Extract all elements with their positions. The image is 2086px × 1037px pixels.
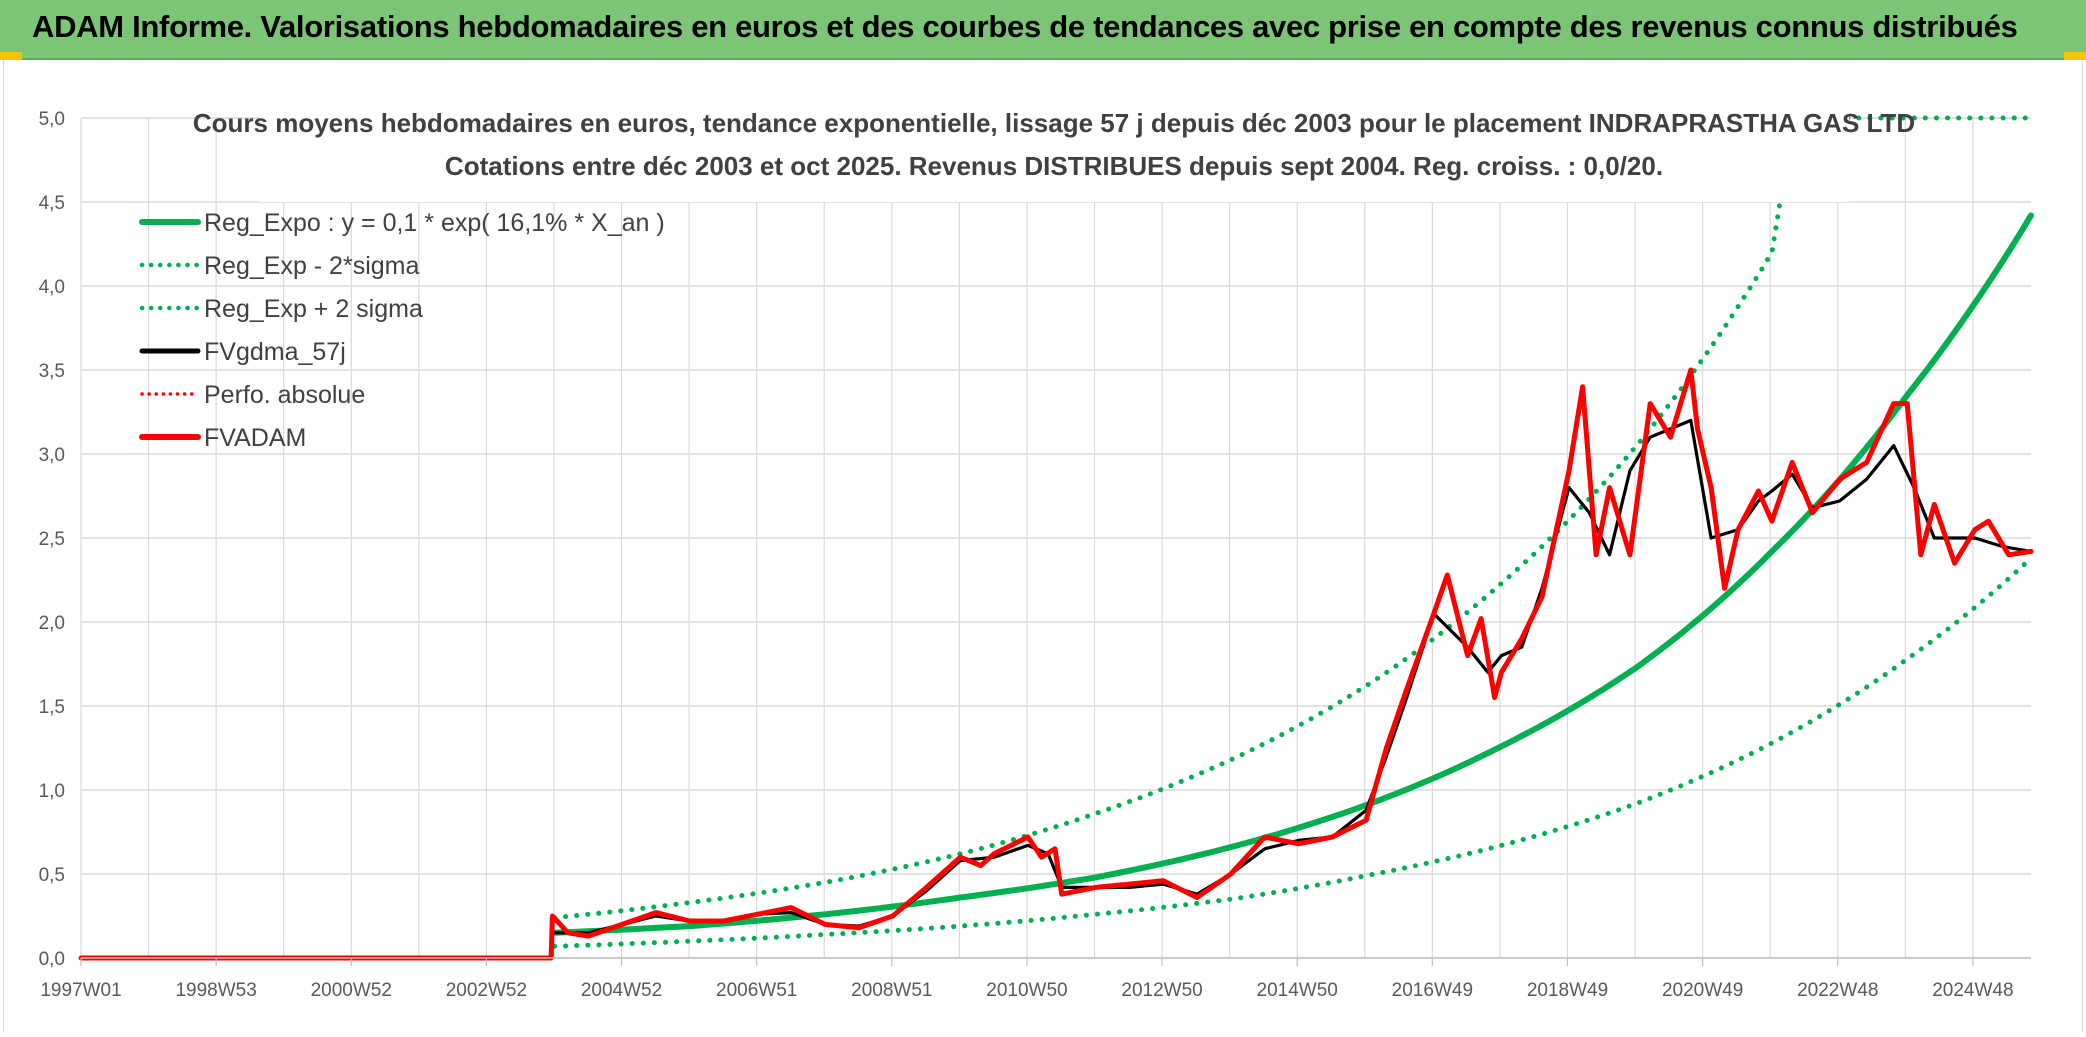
x-tick-label: 2002W52	[446, 980, 527, 1001]
legend-lower-band-label: Reg_Exp - 2*sigma	[204, 252, 419, 280]
y-tick-label: 4,5	[39, 193, 65, 214]
x-tick-label: 2004W52	[581, 980, 662, 1001]
corner-mark-left	[0, 52, 22, 60]
y-tick-label: 1,5	[39, 697, 65, 718]
legend-perfo-absolue-label: Perfo. absolue	[204, 381, 365, 409]
moving-average-line	[549, 418, 2033, 935]
x-tick-label: 2024W48	[1932, 980, 2013, 1001]
y-tick-label: 4,0	[39, 277, 65, 298]
legend-regression-label: Reg_Expo : y = 0,1 * exp( 16,1% * X_an )	[204, 209, 665, 237]
legend-moving-average-label: FVgdma_57j	[204, 338, 346, 366]
chart-title: Cours moyens hebdomadaires en euros, ten…	[193, 108, 1915, 138]
x-tick-label: 2008W51	[851, 980, 932, 1001]
x-tick-label: 2010W50	[986, 980, 1067, 1001]
y-tick-label: 3,0	[39, 445, 65, 466]
x-tick-label: 2022W48	[1797, 980, 1878, 1001]
chart-area: 0,0 0,5 1,0 1,5 2,0 2,5 3,0 3,5 4,0 4,5 5,0 1997W01…	[3, 60, 2083, 1032]
y-tick-label: 2,5	[39, 529, 65, 550]
series-layer	[78, 115, 2034, 961]
x-tick-label: 2020W49	[1662, 980, 1743, 1001]
title-background	[259, 100, 1849, 202]
header-bar: ADAM Informe. Valorisations hebdomadaire…	[0, 0, 2086, 60]
x-tick-label: 1998W53	[175, 980, 256, 1001]
y-tick-label: 3,5	[39, 361, 65, 382]
chart: 0,0 0,5 1,0 1,5 2,0 2,5 3,0 3,5 4,0 4,5 5,0 1997W01…	[39, 100, 2034, 1001]
x-tick-label: 2006W51	[716, 980, 797, 1001]
axes: 0,0 0,5 1,0 1,5 2,0 2,5 3,0 3,5 4,0 4,5 5,0 1997W01…	[39, 109, 2031, 1001]
report-title: ADAM Informe. Valorisations hebdomadaire…	[32, 9, 2018, 44]
y-tick-label: 2,0	[39, 613, 65, 634]
y-tick-label: 5,0	[39, 109, 65, 130]
corner-mark-right	[2064, 52, 2086, 60]
x-tick-label: 2018W49	[1527, 980, 1608, 1001]
legend-upper-band-label: Reg_Exp + 2 sigma	[204, 295, 423, 323]
regression-line	[551, 212, 2034, 936]
legend-fvadam-label: FVADAM	[204, 424, 306, 452]
y-tick-label: 0,5	[39, 865, 65, 886]
x-tick-label: 2016W49	[1392, 980, 1473, 1001]
x-tick-label: 1997W01	[40, 980, 121, 1001]
x-tick-label: 2012W50	[1121, 980, 1202, 1001]
legend: Reg_Expo : y = 0,1 * exp( 16,1% * X_an )…	[139, 209, 665, 452]
y-tick-label: 1,0	[39, 781, 65, 802]
lower-band-line	[552, 555, 2034, 949]
upper-band-line	[552, 115, 2034, 921]
x-tick-label: 2014W50	[1257, 980, 1338, 1001]
chart-subtitle: Cotations entre déc 2003 et oct 2025. Re…	[445, 151, 1663, 181]
y-tick-label: 0,0	[39, 949, 65, 970]
fvadam-line	[78, 367, 2034, 961]
x-tick-label: 2000W52	[311, 980, 392, 1001]
